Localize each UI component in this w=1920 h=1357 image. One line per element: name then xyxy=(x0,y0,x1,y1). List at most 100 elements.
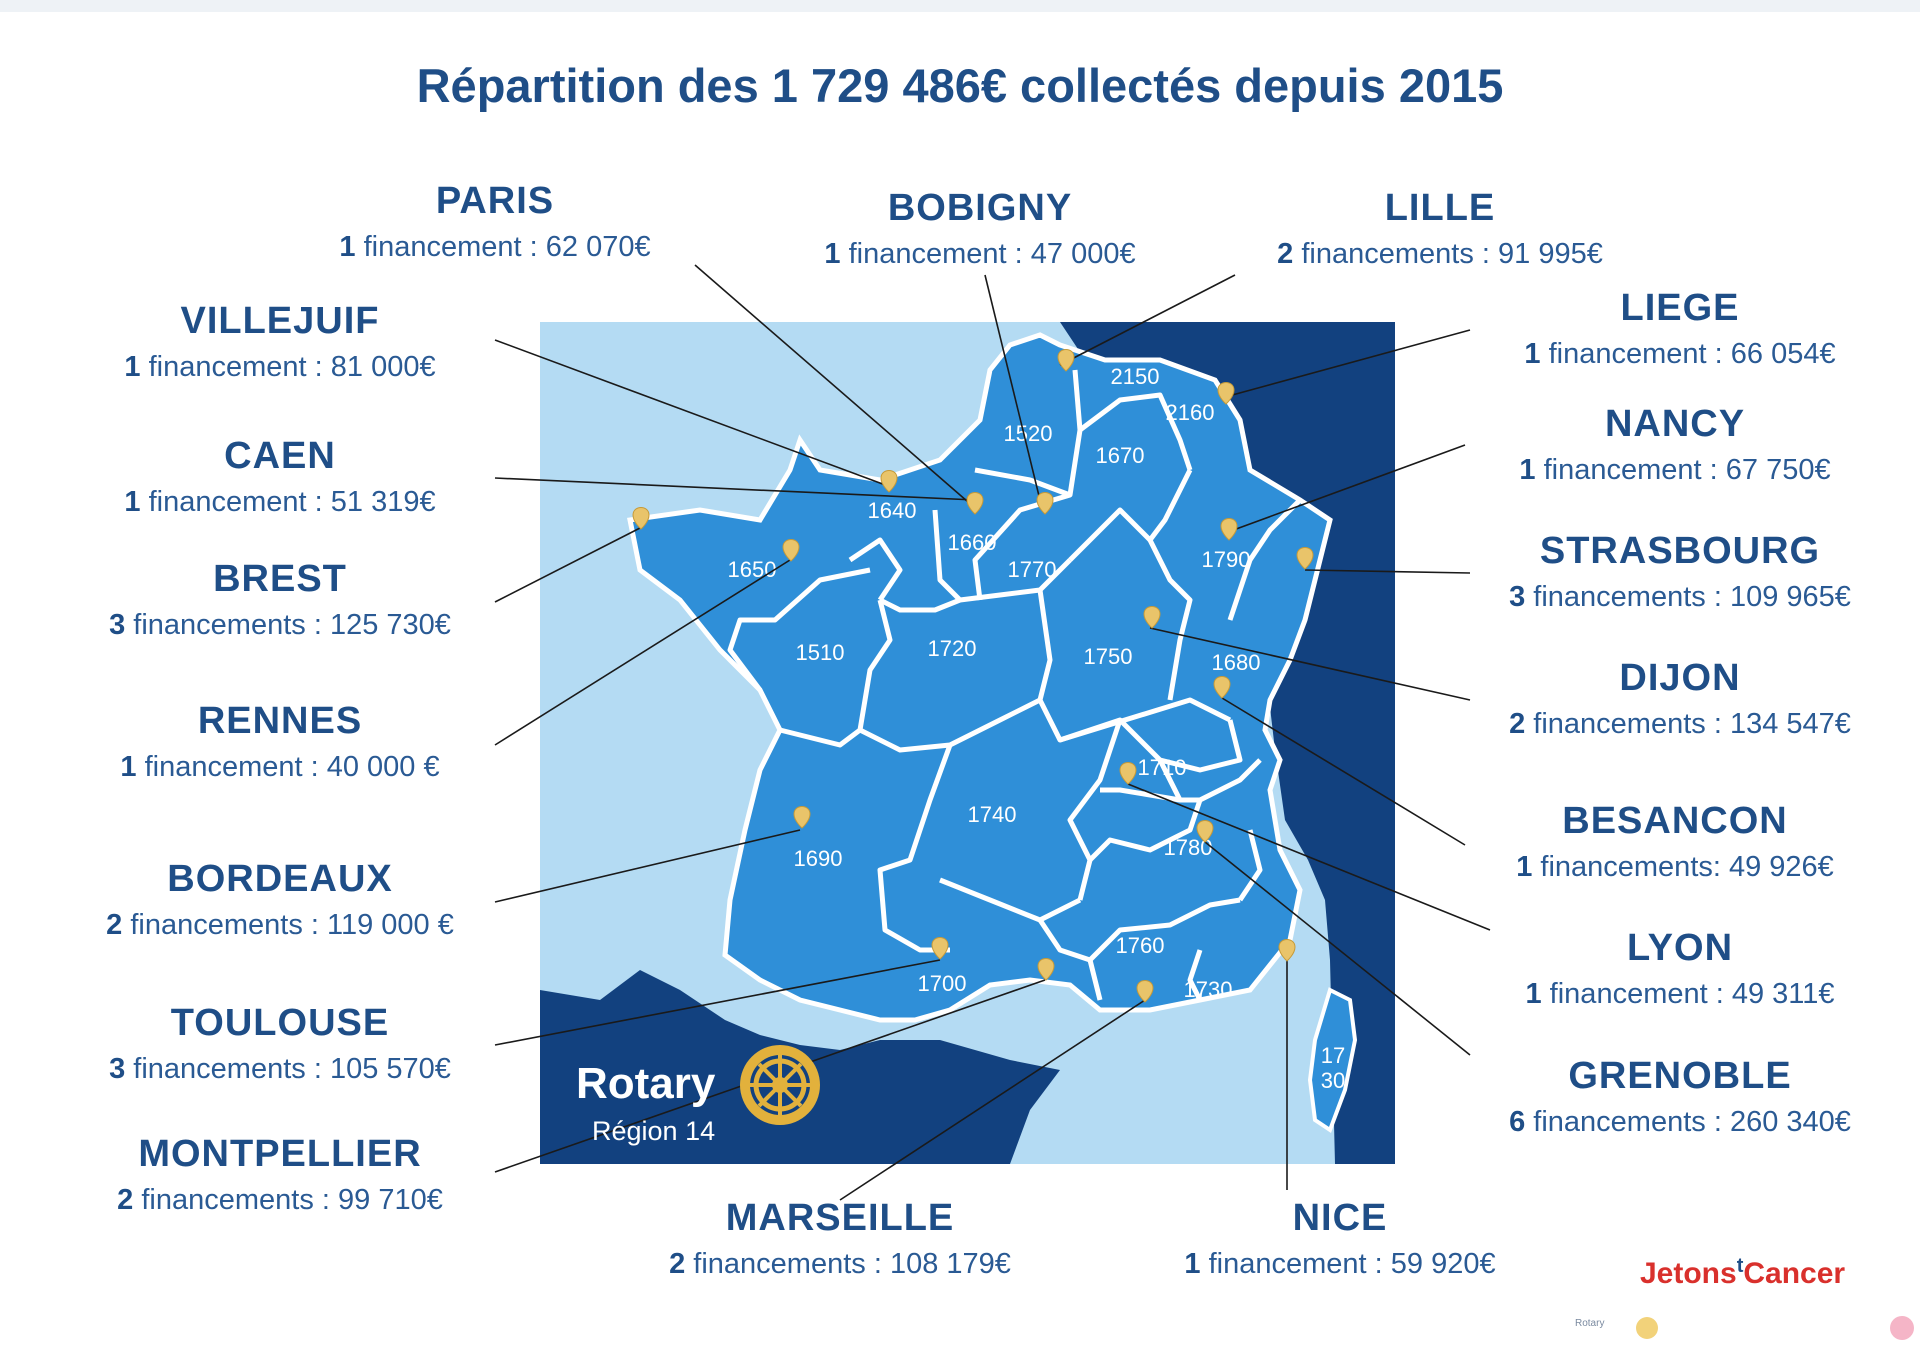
district-borders xyxy=(727,369,1302,1002)
rotary-region: Région 14 xyxy=(592,1116,715,1146)
district-number: 1730 xyxy=(1184,977,1233,1002)
district-number: 1680 xyxy=(1212,650,1261,675)
pin-marseille xyxy=(1136,980,1154,1003)
pin-dijon xyxy=(1143,606,1161,629)
city-name: BESANCON xyxy=(1562,800,1788,842)
district-number: 1690 xyxy=(794,846,843,871)
city-name: NICE xyxy=(1292,1197,1388,1239)
district-number: 1700 xyxy=(918,971,967,996)
district-number: 1720 xyxy=(928,636,977,661)
label-brest: BREST 3 financements : 125 730€ xyxy=(0,558,560,642)
label-lille: LILLE 2 financements : 91 995€ xyxy=(1160,187,1720,271)
district-number: 1770 xyxy=(1008,557,1057,582)
city-name: STRASBOURG xyxy=(1539,530,1821,572)
city-funding: 3 financements : 125 730€ xyxy=(109,609,451,641)
pin-villejuif xyxy=(880,470,898,493)
city-name: PARIS xyxy=(435,180,555,222)
district-number: 17 xyxy=(1321,1043,1345,1068)
pin-liege xyxy=(1217,382,1235,405)
district-number: 1520 xyxy=(1004,421,1053,446)
pin-lille xyxy=(1057,349,1075,372)
label-nice: NICE 1 financement : 59 920€ xyxy=(1060,1197,1620,1281)
district-number: 2150 xyxy=(1111,364,1160,389)
district-number: 30 xyxy=(1321,1068,1345,1093)
city-funding: 1 financement : 47 000€ xyxy=(824,238,1136,270)
city-name: RENNES xyxy=(197,700,363,742)
pin-nice xyxy=(1278,939,1296,962)
city-funding: 1 financement : 66 054€ xyxy=(1524,338,1836,370)
city-funding: 1 financement : 49 311€ xyxy=(1525,978,1835,1010)
city-name: BOBIGNY xyxy=(887,187,1073,229)
corsica xyxy=(1307,987,1358,1134)
city-name: LIEGE xyxy=(1620,287,1740,329)
label-besancon: BESANCON 1 financements: 49 926€ xyxy=(1395,800,1920,884)
pink-circle xyxy=(1890,1316,1914,1340)
pin-toulouse xyxy=(931,937,949,960)
city-name: BREST xyxy=(213,558,347,600)
label-liege: LIEGE 1 financement : 66 054€ xyxy=(1400,287,1920,371)
city-funding: 3 financements : 105 570€ xyxy=(109,1053,451,1085)
city-funding: 2 financements : 91 995€ xyxy=(1277,238,1603,270)
district-number: 1650 xyxy=(728,557,777,582)
label-dijon: DIJON 2 financements : 134 547€ xyxy=(1400,657,1920,741)
city-funding: 1 financement : 40 000 € xyxy=(120,751,440,783)
top-strip xyxy=(0,0,1920,12)
label-caen: CAEN 1 financement : 51 319€ xyxy=(0,435,560,519)
label-bordeaux: BORDEAUX 2 financements : 119 000 € xyxy=(0,858,560,942)
label-villejuif: VILLEJUIF 1 financement : 81 000€ xyxy=(0,300,560,384)
page-title: Répartition des 1 729 486€ collectés dep… xyxy=(416,59,1504,112)
district-number: 1760 xyxy=(1116,933,1165,958)
city-name: TOULOUSE xyxy=(170,1002,390,1044)
logo-part2: Cancer xyxy=(1743,1257,1846,1290)
city-funding: 6 financements : 260 340€ xyxy=(1509,1106,1851,1138)
city-funding: 2 financements : 119 000 € xyxy=(106,909,454,941)
pin-besancon xyxy=(1213,676,1231,699)
pin-bordeaux xyxy=(793,806,811,829)
district-number: 1670 xyxy=(1096,443,1145,468)
city-name: GRENOBLE xyxy=(1568,1055,1792,1097)
label-strasbourg: STRASBOURG 3 financements : 109 965€ xyxy=(1400,530,1920,614)
logo-connector: t xyxy=(1736,1255,1744,1277)
city-name: NANCY xyxy=(1604,403,1746,445)
city-name: MONTPELLIER xyxy=(138,1133,422,1175)
city-funding: 1 financement : 59 920€ xyxy=(1184,1248,1496,1280)
district-number: 1790 xyxy=(1202,547,1251,572)
rotary-logo: Rotary Région 14 xyxy=(576,1045,820,1146)
district-number: 1740 xyxy=(968,802,1017,827)
city-name: CAEN xyxy=(224,435,336,477)
label-lyon: LYON 1 financement : 49 311€ xyxy=(1400,927,1920,1011)
city-name: VILLEJUIF xyxy=(180,300,380,342)
small-rotary-logo: Rotary xyxy=(1575,1318,1605,1329)
pin-paris xyxy=(966,492,984,515)
city-funding: 2 financements : 108 179€ xyxy=(669,1248,1011,1280)
pin-nancy xyxy=(1220,518,1238,541)
city-funding: 1 financements: 49 926€ xyxy=(1516,851,1834,883)
label-grenoble: GRENOBLE 6 financements : 260 340€ xyxy=(1400,1055,1920,1139)
city-funding: 2 financements : 134 547€ xyxy=(1509,708,1851,740)
jetons-cancer-logo: JetonstCancer xyxy=(1640,1255,1845,1291)
label-marseille: MARSEILLE 2 financements : 108 179€ xyxy=(560,1197,1120,1281)
district-number: 1640 xyxy=(868,498,917,523)
label-nancy: NANCY 1 financement : 67 750€ xyxy=(1395,403,1920,487)
small-gold-circle xyxy=(1636,1317,1658,1339)
label-rennes: RENNES 1 financement : 40 000 € xyxy=(0,700,560,784)
label-bobigny: BOBIGNY 1 financement : 47 000€ xyxy=(700,187,1260,271)
district-number: 1750 xyxy=(1084,644,1133,669)
map-pins xyxy=(632,349,1314,1003)
pin-rennes xyxy=(782,539,800,562)
pin-brest xyxy=(632,507,650,530)
leader-lines xyxy=(494,264,1491,1201)
city-funding: 1 financement : 51 319€ xyxy=(124,486,436,518)
pin-grenoble xyxy=(1196,820,1214,843)
label-montpellier: MONTPELLIER 2 financements : 99 710€ xyxy=(0,1133,560,1217)
pin-bobigny xyxy=(1036,492,1054,515)
rotary-name: Rotary xyxy=(576,1059,716,1108)
pin-strasbourg xyxy=(1296,547,1314,570)
district-number: 1660 xyxy=(948,530,997,555)
label-toulouse: TOULOUSE 3 financements : 105 570€ xyxy=(0,1002,560,1086)
city-funding: 1 financement : 62 070€ xyxy=(339,231,651,263)
city-funding: 2 financements : 99 710€ xyxy=(117,1184,443,1216)
label-paris: PARIS 1 financement : 62 070€ xyxy=(215,180,775,264)
district-number: 1510 xyxy=(796,640,845,665)
